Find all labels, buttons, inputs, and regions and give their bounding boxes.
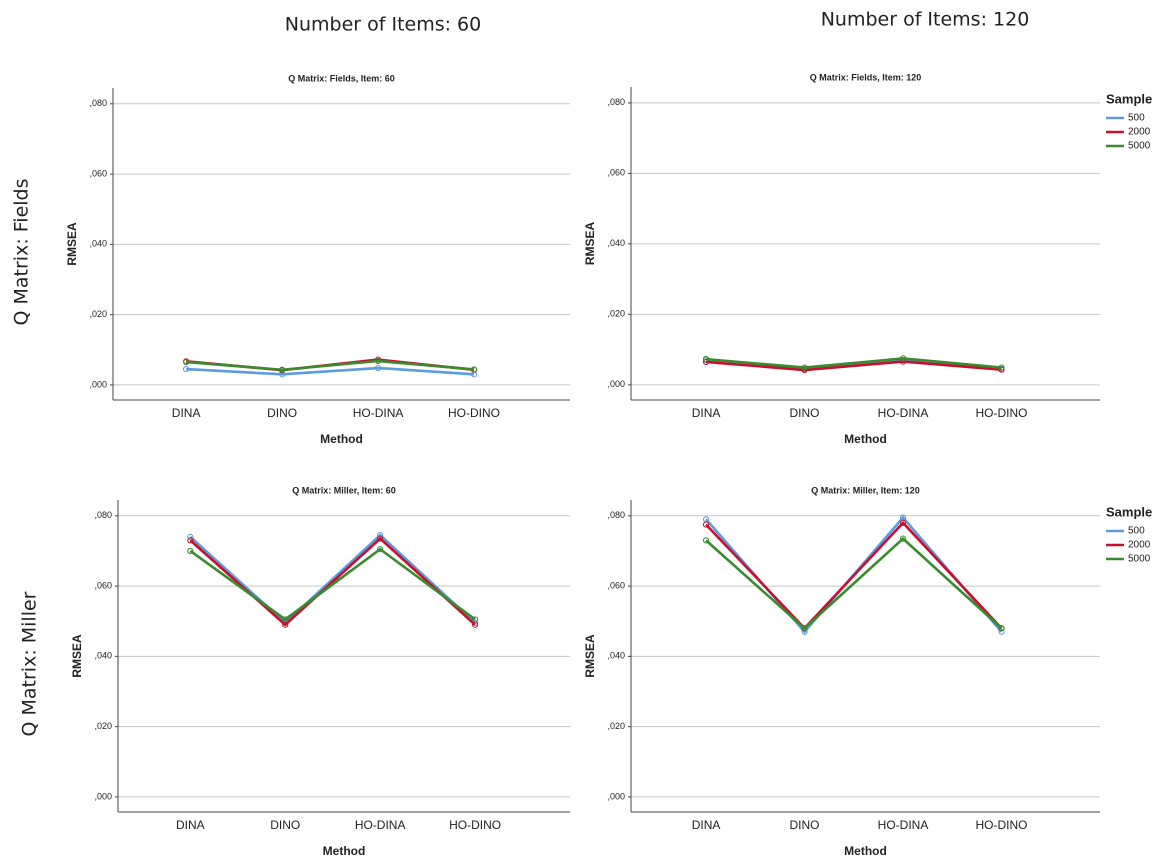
point-marker: [998, 625, 1005, 632]
point-marker: [470, 366, 478, 373]
point-marker: [187, 533, 194, 540]
point-marker: [278, 371, 286, 378]
point-marker: [278, 366, 286, 373]
point-marker: [899, 519, 907, 526]
point-marker: [377, 546, 384, 553]
y-tick-label: ,040: [94, 651, 112, 661]
chart-title: Q Matrix: Fields, Item: 60: [288, 73, 395, 83]
y-tick-label: ,020: [607, 309, 625, 319]
point-marker: [377, 535, 384, 542]
legend-title: Sample: [1106, 91, 1152, 106]
point-marker: [282, 616, 289, 623]
x-tick-label: DINO: [790, 818, 820, 832]
y-tick-label: ,040: [607, 651, 625, 661]
y-tick-label: ,080: [607, 510, 625, 520]
x-tick-label: DINO: [790, 406, 820, 420]
y-tick-label: ,020: [607, 721, 625, 731]
series-line: [189, 533, 476, 625]
row-title: Q Matrix: Fields: [11, 178, 33, 325]
point-marker: [374, 357, 382, 365]
point-marker: [899, 355, 907, 362]
series-line: [705, 536, 1003, 630]
point-marker: [183, 365, 190, 373]
y-axis-label: RMSEA: [583, 634, 597, 678]
series-line: [705, 357, 1002, 369]
chart-title: Q Matrix: Miller, Item: 120: [811, 485, 920, 495]
point-marker: [899, 535, 907, 542]
x-tick-label: DINO: [267, 406, 297, 420]
column-title: Number of Items: 60: [285, 14, 482, 36]
y-tick-label: ,020: [94, 721, 112, 731]
point-marker: [998, 628, 1005, 635]
series-line: [186, 366, 475, 376]
column-title: Number of Items: 120: [821, 9, 1030, 31]
chart-panel: Q Matrix: Fields, Item: 60 ,000 ,020 ,040 ,0…: [65, 73, 570, 446]
y-axis-label: RMSEA: [65, 222, 79, 266]
x-axis-label: Method: [323, 844, 366, 858]
y-tick-label: ,020: [89, 309, 107, 319]
y-tick-label: ,080: [89, 98, 107, 108]
series-line: [705, 360, 1002, 372]
chart-title: Q Matrix: Miller, Item: 60: [292, 485, 396, 495]
chart-title: Q Matrix: Fields, Item: 120: [810, 72, 922, 82]
chart-panel: Q Matrix: Miller, Item: 120 ,000 ,020 ,040,…: [583, 485, 1152, 858]
y-tick-label: ,000: [94, 791, 112, 801]
x-tick-label: HO-DINO: [976, 818, 1028, 832]
x-axis-label: Method: [844, 432, 887, 446]
x-tick-label: HO-DINO: [449, 818, 501, 832]
y-tick-label: ,000: [89, 379, 107, 389]
y-tick-label: ,060: [89, 168, 107, 178]
point-marker: [702, 521, 710, 528]
x-tick-label: HO-DINO: [448, 406, 500, 420]
point-marker: [702, 356, 710, 363]
series-line: [189, 547, 476, 622]
legend-label: 2000: [1128, 127, 1151, 138]
chart-panel: Q Matrix: Fields, Item: 120 ,000 ,020 ,040,…: [583, 72, 1152, 446]
point-marker: [998, 364, 1005, 371]
y-tick-label: ,060: [607, 168, 625, 178]
x-tick-label: DINA: [692, 818, 721, 832]
x-axis-label: Method: [844, 844, 887, 858]
point-marker: [187, 547, 194, 555]
legend-label: 2000: [1128, 540, 1151, 551]
y-tick-label: ,040: [607, 238, 625, 248]
legend-label: 5000: [1128, 554, 1151, 565]
point-marker: [801, 625, 808, 632]
point-marker: [183, 358, 190, 366]
point-marker: [187, 537, 194, 544]
y-tick-label: ,060: [94, 580, 112, 590]
y-axis-label: RMSEA: [583, 222, 597, 266]
x-tick-label: HO-DINA: [878, 406, 929, 420]
series-line: [189, 536, 476, 627]
x-tick-label: HO-DINA: [353, 406, 404, 420]
point-marker: [702, 537, 710, 544]
y-axis-label: RMSEA: [70, 634, 84, 678]
point-marker: [374, 364, 382, 372]
y-tick-label: ,080: [607, 97, 625, 107]
legend-label: 5000: [1128, 141, 1151, 152]
y-tick-label: ,060: [607, 580, 625, 590]
y-tick-label: ,040: [89, 239, 107, 249]
y-tick-label: ,000: [607, 791, 625, 801]
legend-label: 500: [1128, 526, 1145, 537]
y-tick-label: ,000: [607, 379, 625, 389]
y-tick-label: ,080: [94, 510, 112, 520]
x-tick-label: DINO: [270, 818, 300, 832]
legend-label: 500: [1128, 113, 1145, 124]
x-tick-label: HO-DINA: [355, 818, 406, 832]
series-line: [705, 520, 1003, 631]
x-tick-label: DINA: [176, 818, 205, 832]
point-marker: [471, 616, 479, 623]
x-tick-label: HO-DINO: [976, 406, 1028, 420]
x-axis-label: Method: [320, 432, 363, 446]
row-title: Q Matrix: Miller: [19, 591, 41, 736]
series-line: [186, 359, 475, 372]
x-tick-label: DINA: [172, 406, 201, 420]
x-tick-label: HO-DINA: [878, 818, 929, 832]
chart-panel: Q Matrix: Miller, Item: 60 ,000 ,020 ,040 ,0…: [70, 485, 570, 858]
x-tick-label: DINA: [692, 406, 721, 420]
point-marker: [801, 364, 808, 371]
legend-title: Sample: [1106, 504, 1152, 519]
